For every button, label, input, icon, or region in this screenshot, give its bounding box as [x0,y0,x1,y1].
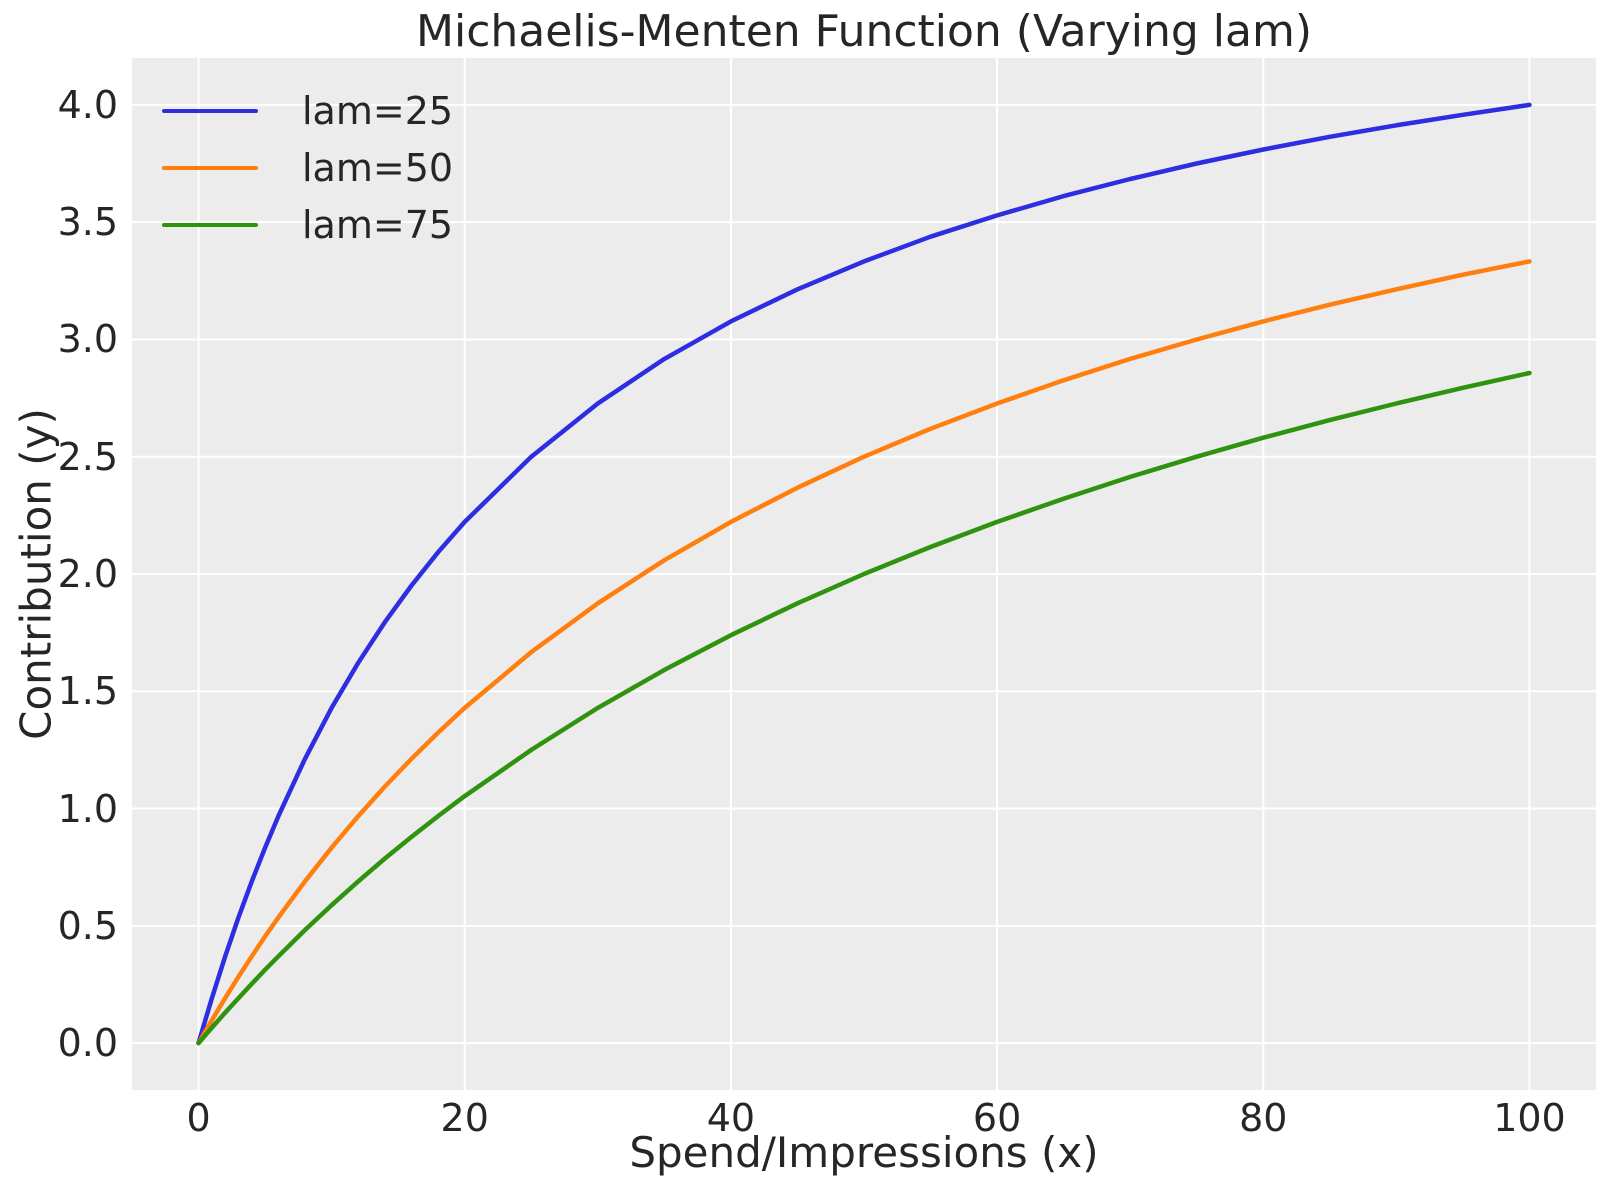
x-tick-label: 40 [706,1096,756,1140]
plot-area: lam=25 lam=50 lam=75 [132,58,1596,1090]
y-tick-label: 1.5 [57,669,118,714]
chart-title: Michaelis-Menten Function (Varying lam) [416,6,1312,57]
legend-label: lam=75 [302,202,454,247]
legend-swatch-lam-75 [162,222,258,227]
series-line-lam-50 [196,259,1532,1046]
legend-label: lam=25 [302,88,454,133]
gridlines [132,58,1596,1090]
x-axis-label: Spend/Impressions (x) [629,1128,1099,1177]
legend: lam=25 lam=50 lam=75 [162,82,453,253]
legend-swatch-lam-50 [162,165,258,170]
y-tick-label: 2.5 [57,434,118,479]
x-tick-label: 100 [1493,1096,1566,1140]
legend-row: lam=50 [162,139,453,196]
series-lines [196,102,1532,1046]
y-tick-label: 0.5 [57,903,118,948]
y-tick-label: 3.0 [57,317,118,362]
y-tick-label: 4.0 [57,82,118,127]
x-tick-label: 0 [186,1096,211,1140]
y-tick-label: 3.5 [57,200,118,245]
legend-label: lam=50 [302,145,454,190]
y-tick-label: 2.0 [57,552,118,596]
series-line-lam-75 [196,370,1532,1046]
x-tick-label: 60 [972,1096,1022,1140]
legend-row: lam=75 [162,196,453,253]
y-tick-label: 0.0 [57,1021,118,1066]
legend-swatch-lam-25 [162,108,258,113]
legend-row: lam=25 [162,82,453,139]
x-tick-label: 80 [1239,1096,1288,1140]
x-tick-label: 20 [440,1096,489,1140]
y-tick-label: 1.0 [57,786,118,831]
plot-canvas [132,58,1596,1090]
series-line-lam-25 [196,102,1532,1046]
